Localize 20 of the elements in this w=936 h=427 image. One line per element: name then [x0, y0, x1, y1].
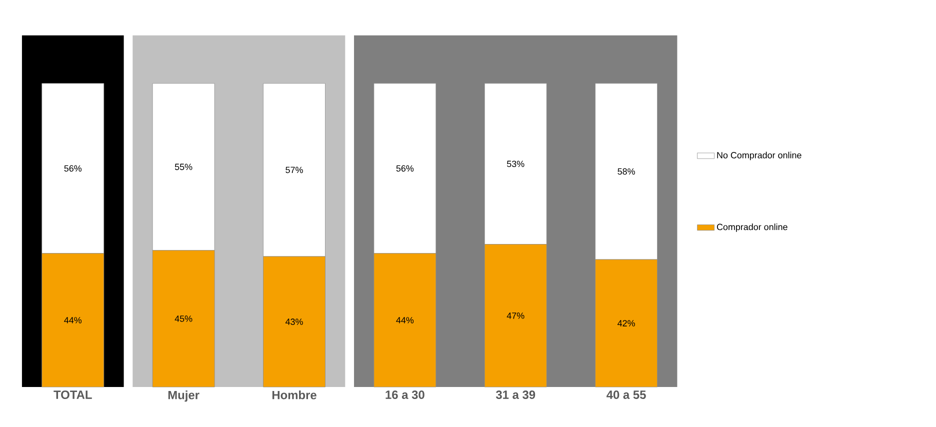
- data-label: 44%: [396, 317, 414, 324]
- x-tick-label: 40 a 55: [606, 390, 646, 399]
- data-label: 57%: [286, 166, 303, 174]
- data-label: 55%: [174, 164, 192, 170]
- data-label: 43%: [285, 318, 303, 325]
- data-label: 56%: [64, 165, 82, 172]
- legend-label: No Comprador online: [717, 152, 802, 160]
- x-tick-label: Hombre: [272, 390, 316, 400]
- data-label: 45%: [174, 316, 192, 322]
- data-label: 47%: [506, 312, 524, 319]
- legend-label: Comprador online: [716, 224, 788, 232]
- x-tick-label: TOTAL: [54, 390, 92, 399]
- data-label: 44%: [64, 317, 82, 324]
- data-label: 42%: [618, 320, 635, 326]
- data-label: 56%: [396, 165, 414, 172]
- x-tick-label: 31 a 39: [496, 390, 536, 400]
- data-label: 58%: [618, 168, 635, 175]
- x-tick-label: 16 a 30: [386, 390, 424, 400]
- data-label: 53%: [507, 160, 524, 168]
- x-tick-label: Mujer: [168, 390, 200, 402]
